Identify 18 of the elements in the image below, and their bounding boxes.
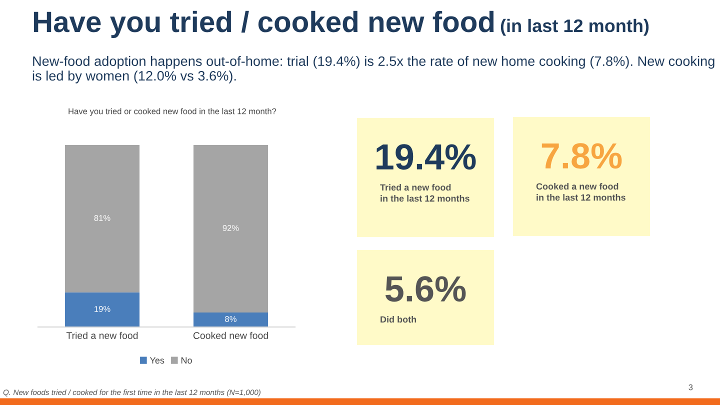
data-label: 19% [94, 306, 110, 312]
text: Did both [380, 316, 416, 323]
data-label: 81% [94, 215, 110, 221]
text: 5.6% [385, 276, 466, 302]
text: 7.8% [542, 143, 622, 169]
text: Tried a new food in the last 12 months [380, 184, 470, 202]
legend-label: No [181, 357, 192, 364]
text: 3 [688, 384, 693, 390]
text: New-food adoption happens out-of-home: trial (19.4%) is 2.5x the rate of new home cooking (7.8%). New cooking is led by women (12.0% vs 3.6%). [32, 56, 714, 84]
x-tick-label: Cooked new food [193, 332, 268, 339]
text: Cooked a new food in the last 12 months [536, 183, 626, 201]
data-label: 92% [222, 225, 239, 231]
x-tick-label: Tried a new food [66, 332, 138, 339]
text: 19.4% [376, 144, 476, 170]
text: Have you tried / cooked new food (in last 12 month) [34, 10, 649, 38]
chart-title: Have you tried or cooked new food in the last 12 month? [68, 108, 276, 116]
data-label: 8% [225, 316, 236, 322]
legend-label: Yes [150, 357, 164, 364]
